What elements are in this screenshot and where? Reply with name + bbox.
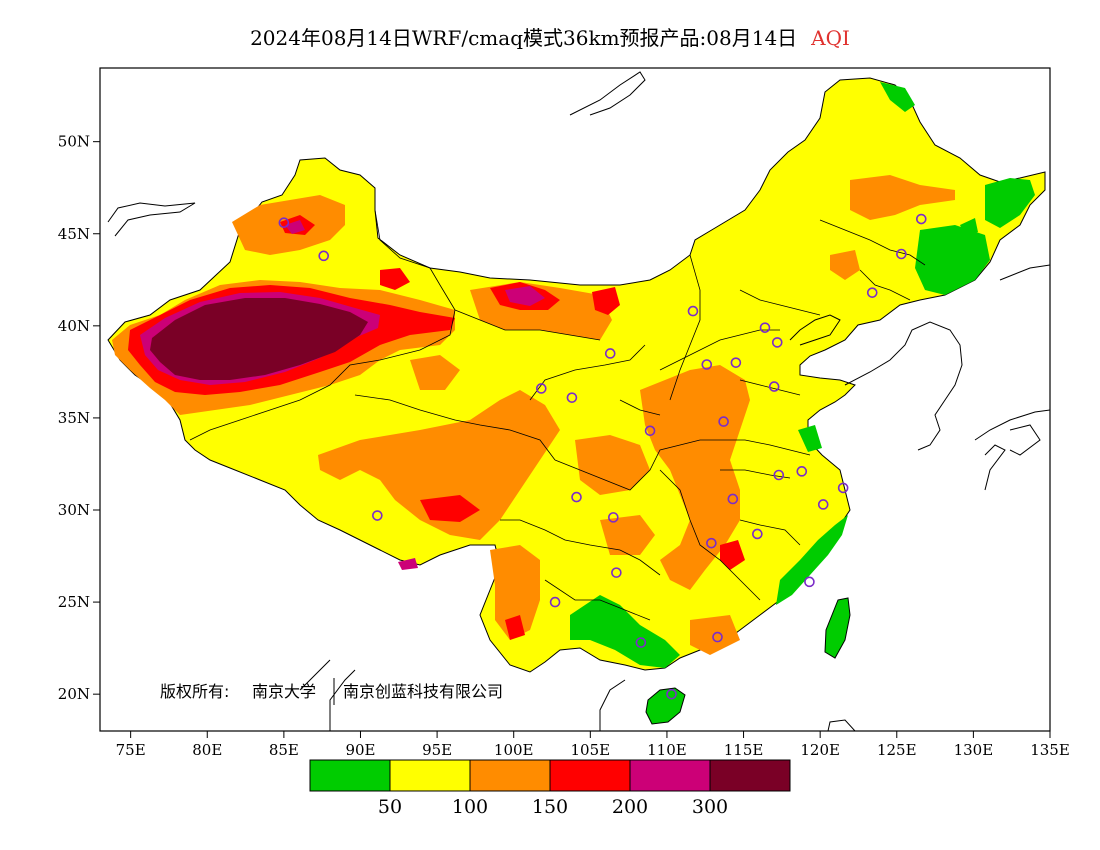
x-tick-label: 130E bbox=[954, 741, 994, 759]
y-axis: 20N 25N 30N 35N 40N 45N 50N bbox=[58, 133, 100, 703]
y-tick-label: 20N bbox=[58, 685, 90, 703]
x-tick-label: 100E bbox=[494, 741, 534, 759]
legend-swatch bbox=[629, 759, 711, 792]
station-marker bbox=[372, 510, 383, 521]
station-marker bbox=[866, 287, 878, 298]
legend-swatch bbox=[709, 759, 791, 792]
y-tick-label: 35N bbox=[58, 409, 90, 427]
station-marker bbox=[535, 383, 547, 394]
legend-label: 300 bbox=[692, 796, 728, 818]
station-marker bbox=[666, 688, 677, 700]
station-marker bbox=[730, 357, 742, 368]
x-tick-label: 120E bbox=[800, 741, 840, 759]
map-title: 2024年08月14日WRF/cmaq模式36km预报产品:08月14日 AQI bbox=[0, 22, 1100, 51]
y-tick-label: 40N bbox=[58, 317, 90, 335]
legend-swatch bbox=[549, 759, 631, 792]
station-marker bbox=[759, 322, 771, 333]
x-axis: 75E 80E 85E 90E 95E 100E 105E 110E 115E 120E 125E 1… bbox=[116, 731, 1070, 759]
x-tick-label: 75E bbox=[116, 741, 146, 759]
station-marker bbox=[318, 250, 330, 262]
x-tick-label: 95E bbox=[422, 741, 452, 759]
copyright-org2: 南京创蓝科技有限公司 bbox=[343, 682, 503, 701]
x-tick-label: 115E bbox=[724, 741, 764, 759]
hainan-island bbox=[645, 687, 686, 725]
aqi-regions-good bbox=[570, 82, 1035, 668]
legend-label: 100 bbox=[452, 796, 488, 818]
station-marker bbox=[604, 348, 616, 359]
station-marker bbox=[718, 416, 729, 427]
station-marker bbox=[817, 499, 829, 510]
y-tick-label: 50N bbox=[58, 133, 90, 151]
legend-swatch bbox=[309, 759, 391, 792]
x-tick-label: 125E bbox=[877, 741, 917, 759]
station-marker bbox=[773, 469, 785, 481]
station-marker bbox=[687, 305, 699, 317]
station-marker bbox=[837, 482, 849, 494]
station-marker bbox=[706, 537, 717, 549]
station-marker bbox=[752, 528, 763, 540]
x-tick-label: 105E bbox=[571, 741, 611, 759]
station-marker bbox=[896, 248, 907, 260]
station-marker bbox=[549, 596, 561, 608]
taiwan-island bbox=[824, 597, 851, 659]
station-marker bbox=[635, 637, 647, 648]
station-marker bbox=[608, 512, 619, 523]
station-marker bbox=[771, 337, 783, 348]
province-boundaries bbox=[189, 209, 926, 621]
y-tick-label: 45N bbox=[58, 225, 90, 243]
station-marker bbox=[644, 425, 656, 437]
legend-swatch bbox=[469, 759, 551, 792]
station-marker bbox=[712, 631, 723, 643]
station-marker bbox=[768, 381, 780, 392]
station-marker bbox=[566, 392, 578, 403]
legend-swatch bbox=[389, 759, 471, 792]
station-marker bbox=[611, 567, 622, 578]
title-text: 2024年08月14日WRF/cmaq模式36km预报产品:08月14日 bbox=[250, 26, 798, 50]
legend-label: 200 bbox=[612, 796, 648, 818]
station-marker bbox=[278, 217, 290, 228]
station-marker bbox=[571, 491, 582, 503]
station-marker bbox=[804, 576, 815, 588]
neighbor-coastlines bbox=[107, 71, 1050, 731]
aqi-region-hazardous bbox=[150, 298, 368, 380]
map-content bbox=[107, 71, 1050, 731]
map-frame bbox=[99, 67, 1051, 732]
legend-label: 150 bbox=[532, 796, 568, 818]
station-marker bbox=[727, 493, 739, 505]
title-variable: AQI bbox=[811, 26, 850, 50]
x-tick-label: 135E bbox=[1030, 741, 1070, 759]
x-tick-label: 85E bbox=[269, 741, 299, 759]
station-marker bbox=[796, 466, 808, 477]
x-tick-label: 90E bbox=[345, 741, 375, 759]
color-legend: 50 100 150 200 300 bbox=[309, 759, 791, 818]
station-marker bbox=[701, 359, 713, 370]
x-tick-label: 80E bbox=[192, 741, 222, 759]
x-tick-label: 110E bbox=[647, 741, 687, 759]
station-marker bbox=[915, 213, 927, 225]
y-tick-label: 25N bbox=[58, 593, 90, 611]
copyright-prefix: 版权所有: bbox=[160, 682, 229, 701]
copyright-org1: 南京大学 bbox=[252, 682, 316, 701]
y-tick-label: 30N bbox=[58, 501, 90, 519]
legend-label: 50 bbox=[378, 796, 402, 818]
city-stations bbox=[278, 213, 927, 700]
